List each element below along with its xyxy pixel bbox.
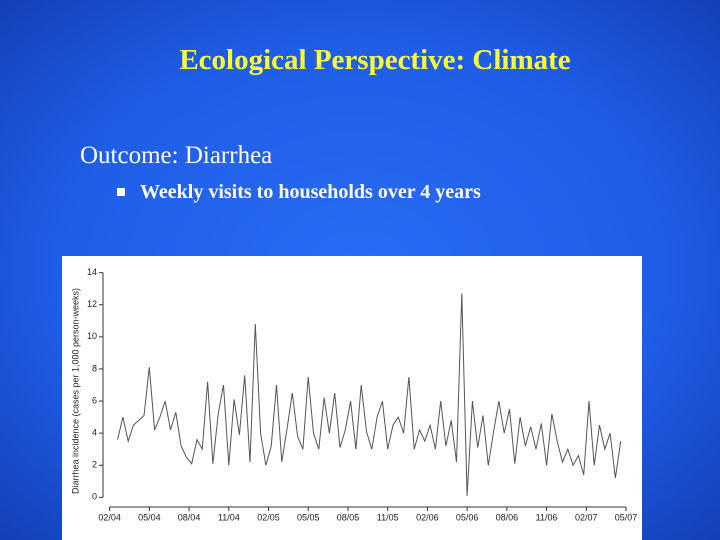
x-tick-label: 08/06: [496, 512, 519, 522]
y-tick-label: 0: [92, 492, 97, 502]
x-tick-label: 11/04: [218, 512, 240, 522]
x-tick-label: 08/05: [337, 512, 360, 522]
y-axis-label: Diarrhea incidence (cases per 1,000 pers…: [70, 288, 80, 494]
x-tick-label: 05/06: [456, 512, 479, 522]
x-tick-label: 02/04: [98, 512, 121, 522]
y-tick-label: 2: [92, 460, 97, 470]
chart-background: [62, 256, 642, 540]
outcome: Outcome: Diarrhea: [80, 142, 273, 169]
y-tick-label: 10: [87, 331, 97, 341]
x-tick-label: 05/04: [138, 512, 161, 522]
y-tick-label: 6: [92, 395, 97, 405]
chart: Diarrhea incidence (cases per 1,000 pers…: [62, 256, 642, 540]
x-tick-label: 08/04: [178, 512, 201, 522]
x-tick-label: 02/06: [416, 512, 439, 522]
y-tick-label: 12: [87, 299, 97, 309]
slide-title: Ecological Perspective: Climate: [179, 44, 571, 76]
x-tick-label: 11/05: [377, 512, 399, 522]
x-tick-label: 02/05: [257, 512, 280, 522]
x-tick-label: 02/07: [575, 512, 598, 522]
bullet-text: Weekly visits to households over 4 years: [140, 181, 481, 203]
y-tick-label: 14: [87, 267, 97, 277]
y-tick-label: 8: [92, 363, 97, 373]
bullet-marker: [117, 188, 125, 196]
data-line: [117, 293, 622, 496]
x-tick-label: 05/07: [615, 512, 638, 522]
x-tick-label: 11/06: [536, 512, 558, 522]
y-tick-label: 4: [92, 428, 97, 438]
x-tick-label: 05/05: [297, 512, 320, 522]
